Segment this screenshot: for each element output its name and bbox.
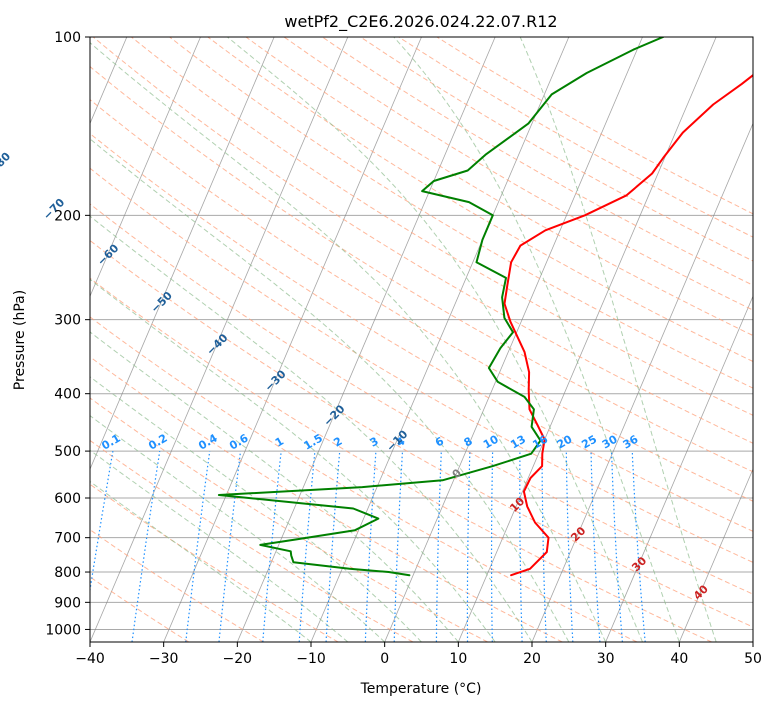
dry-adiabat (90, 99, 753, 502)
moist-adiabat (90, 449, 349, 642)
isotherm-line (605, 295, 753, 642)
moist-adiabat (90, 415, 386, 642)
chart-title: wetPf2_C2E6.2026.024.22.07.R12 (284, 12, 557, 32)
dry-adiabat (90, 132, 753, 532)
mixing-ratio-line (185, 451, 211, 642)
mixing-ratio-line (218, 451, 242, 642)
x-tick-label: 30 (597, 651, 615, 667)
dry-adiabat (436, 37, 753, 215)
x-tick-label: −40 (75, 651, 105, 667)
dry-adiabat (360, 37, 753, 262)
y-tick-label: 300 (54, 313, 81, 329)
moist-adiabat (90, 215, 533, 642)
y-tick-label: 400 (54, 387, 81, 403)
y-tick-label: 600 (54, 491, 81, 507)
dry-adiabat (207, 37, 753, 363)
moist-adiabat (393, 37, 680, 642)
y-tick-label: 900 (54, 595, 81, 611)
x-tick-label: 10 (449, 651, 467, 667)
isotherm-line (90, 37, 349, 642)
y-tick-label: 500 (54, 444, 81, 460)
isotherm-line (384, 37, 643, 642)
y-tick-label: 800 (54, 565, 81, 581)
dry-adiabat (90, 439, 414, 642)
plot-frame (89, 36, 754, 643)
mixing-ratio-line (90, 450, 114, 594)
dry-adiabat (90, 239, 753, 628)
y-tick-label: 700 (54, 531, 81, 547)
dry-adiabat (90, 65, 753, 473)
dry-adiabat (90, 203, 753, 595)
dry-adiabat (322, 37, 753, 286)
moist-adiabat (90, 138, 570, 642)
dry-adiabat (90, 167, 753, 563)
moist-adiabat (90, 376, 422, 642)
dry-adiabat (131, 37, 753, 416)
isotherm-line (90, 37, 275, 471)
dry-adiabat (90, 277, 712, 642)
y-tick-label: 100 (54, 30, 81, 46)
isotherm-line (163, 37, 422, 642)
x-tick-label: 40 (670, 651, 688, 667)
temperature-profile-line (503, 73, 753, 577)
isotherm-line (90, 37, 201, 298)
dry-adiabat (90, 529, 264, 642)
x-tick-label: 50 (744, 651, 762, 667)
y-axis-title: Pressure (hPa) (12, 290, 28, 390)
mixing-ratio-line (131, 451, 161, 642)
x-tick-label: 0 (380, 651, 389, 667)
isotherm-line (457, 37, 717, 642)
moist-adiabat (519, 37, 717, 642)
x-axis-title: Temperature (°C) (360, 681, 482, 697)
y-tick-label: 200 (54, 208, 81, 224)
moist-adiabat (227, 37, 643, 642)
moist-adiabat (90, 331, 459, 642)
x-tick-label: 20 (523, 651, 541, 667)
x-tick-label: −30 (149, 651, 179, 667)
x-tick-label: −10 (296, 651, 326, 667)
isotherm-line (678, 468, 753, 642)
y-tick-label: 1000 (45, 622, 81, 638)
dry-adiabat (245, 37, 753, 337)
dewpoint-profile-line (217, 37, 665, 577)
x-tick-label: −20 (223, 651, 253, 667)
